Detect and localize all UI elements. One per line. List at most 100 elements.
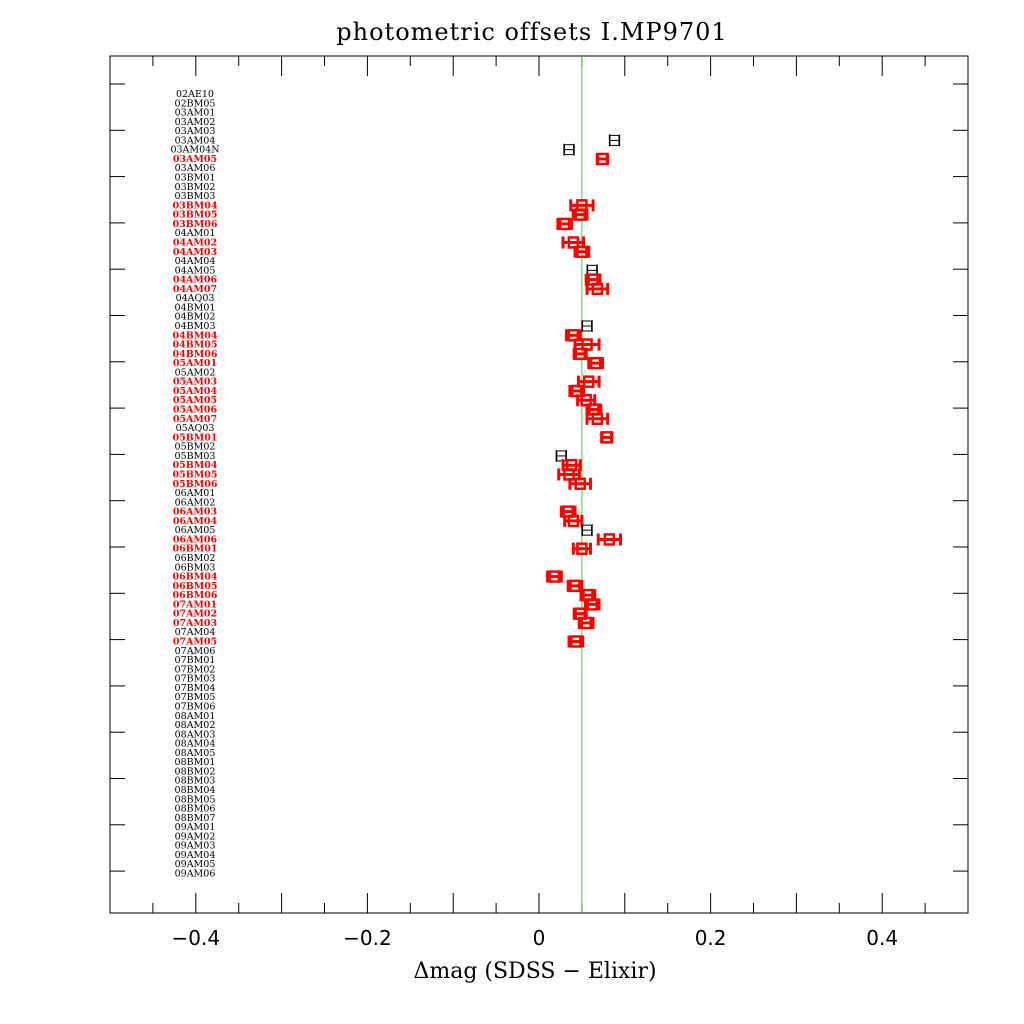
run-label: 03AM06: [175, 163, 216, 174]
run-label: 05BM06: [173, 479, 218, 490]
point-marker: [576, 542, 588, 555]
point-marker: [574, 347, 586, 361]
run-label: 03BM02: [175, 182, 216, 193]
run-label: 08BM05: [175, 794, 216, 805]
run-label: 05BM01: [173, 432, 218, 443]
point-marker: [567, 514, 580, 528]
x-axis-label: Δmag (SDSS − Elixir): [413, 959, 656, 984]
run-label: 03BM06: [173, 219, 218, 230]
point-marker: [596, 152, 609, 166]
data-point-04bm03: [581, 320, 593, 332]
run-label: 04AM04: [175, 256, 216, 267]
run-label: 09AM01: [175, 822, 216, 833]
run-label: 09AM05: [175, 859, 216, 870]
run-label: 05BM02: [175, 442, 216, 453]
run-label: 09AM04: [175, 850, 216, 861]
run-label: 03AM05: [173, 154, 217, 165]
run-label: 04BM03: [175, 321, 216, 332]
run-label: 05AQ03: [176, 423, 215, 434]
run-label: 06AM01: [175, 488, 216, 499]
run-label: 07AM05: [173, 637, 217, 648]
run-label: 08BM03: [175, 776, 216, 787]
point-marker: [583, 375, 595, 388]
run-label: 04BM01: [175, 302, 216, 313]
run-label: 05AM05: [173, 395, 217, 406]
run-label: 09AM06: [175, 869, 216, 880]
run-label: 03BM03: [175, 191, 216, 202]
run-label: 05AM02: [175, 367, 216, 378]
data-point-05bm01: [600, 431, 614, 444]
run-label: 08AM02: [175, 720, 216, 731]
run-label: 03AM04: [175, 135, 216, 146]
point-marker: [564, 144, 575, 156]
x-tick-label: −0.2: [343, 926, 392, 950]
run-label: 03BM05: [173, 210, 218, 221]
data-point-06bm04: [546, 570, 563, 583]
data-point-03am04: [608, 134, 621, 147]
run-label: 07AM04: [175, 627, 216, 638]
run-label: 08BM02: [175, 766, 216, 777]
point-marker: [574, 208, 586, 221]
run-label: 08BM04: [175, 785, 216, 796]
run-label: 03BM04: [173, 200, 218, 211]
run-label: 06AM02: [175, 497, 216, 508]
data-point-05am01: [587, 356, 604, 370]
run-label: 04BM02: [175, 312, 216, 323]
run-label: 07AM06: [175, 646, 216, 657]
run-label: 08BM01: [175, 757, 216, 768]
data-point-04bm05: [573, 338, 601, 351]
run-label: 07BM02: [175, 664, 216, 675]
run-label: 06BM01: [173, 544, 218, 555]
point-marker: [580, 616, 592, 630]
run-label: 07BM04: [175, 683, 216, 694]
run-label: 05AM04: [173, 386, 218, 397]
plot-frame: [109, 55, 969, 914]
data-point-03bm06: [556, 217, 574, 231]
data-point-07am03: [577, 616, 595, 630]
point-marker: [601, 431, 613, 444]
point-marker: [576, 245, 588, 259]
data-point-03am05: [595, 152, 610, 166]
run-label: 04BM04: [173, 330, 218, 341]
data-point-04am07: [585, 282, 610, 296]
point-marker: [609, 134, 620, 146]
run-label: 05AM07: [173, 414, 217, 425]
run-label: 06BM05: [173, 581, 218, 592]
run-label: 02BM05: [175, 98, 216, 109]
run-label: 07BM03: [175, 674, 216, 685]
chart-title: photometric offsets I.MP9701: [336, 18, 727, 46]
point-marker: [591, 412, 604, 426]
point-marker: [556, 450, 567, 462]
run-label: 05AM01: [173, 358, 217, 369]
point-marker: [574, 477, 586, 491]
run-label: 06BM02: [175, 553, 216, 564]
run-label: 09AM03: [175, 841, 216, 852]
data-point-04bm06: [572, 347, 588, 361]
run-label: 05AM06: [173, 405, 218, 416]
data-point-03am04n: [563, 143, 575, 156]
run-label: 08BM07: [175, 813, 216, 824]
run-label: 04AM01: [175, 228, 216, 239]
run-label: 04BM06: [173, 349, 218, 360]
data-point-05am07: [585, 412, 610, 426]
run-label: 07AM02: [173, 609, 217, 620]
data-point-06am06: [596, 533, 623, 546]
run-label: 06BM06: [173, 590, 218, 601]
run-label: 06AM06: [173, 534, 218, 545]
run-label: 08AM01: [175, 711, 216, 722]
point-marker: [548, 570, 561, 583]
run-label: 06BM04: [173, 572, 218, 583]
point-marker: [558, 217, 571, 231]
point-marker: [591, 282, 604, 296]
run-label: 07BM05: [175, 692, 216, 703]
run-label: 08AM04: [175, 739, 216, 750]
run-label: 04AM07: [173, 284, 217, 295]
run-label: 04AQ03: [176, 293, 215, 304]
run-label: 04AM02: [173, 237, 217, 248]
run-label: 02AE10: [176, 89, 214, 100]
run-label: 07BM01: [175, 655, 216, 666]
run-label: 03AM03: [175, 126, 216, 137]
run-label: 04AM06: [173, 275, 218, 286]
data-point-07am05: [567, 635, 585, 648]
